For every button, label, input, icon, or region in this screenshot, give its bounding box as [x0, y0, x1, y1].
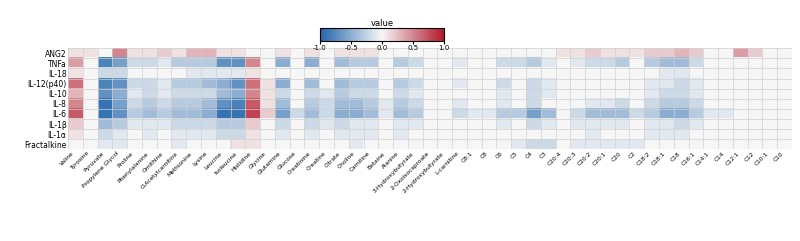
X-axis label: value: value: [370, 19, 394, 28]
